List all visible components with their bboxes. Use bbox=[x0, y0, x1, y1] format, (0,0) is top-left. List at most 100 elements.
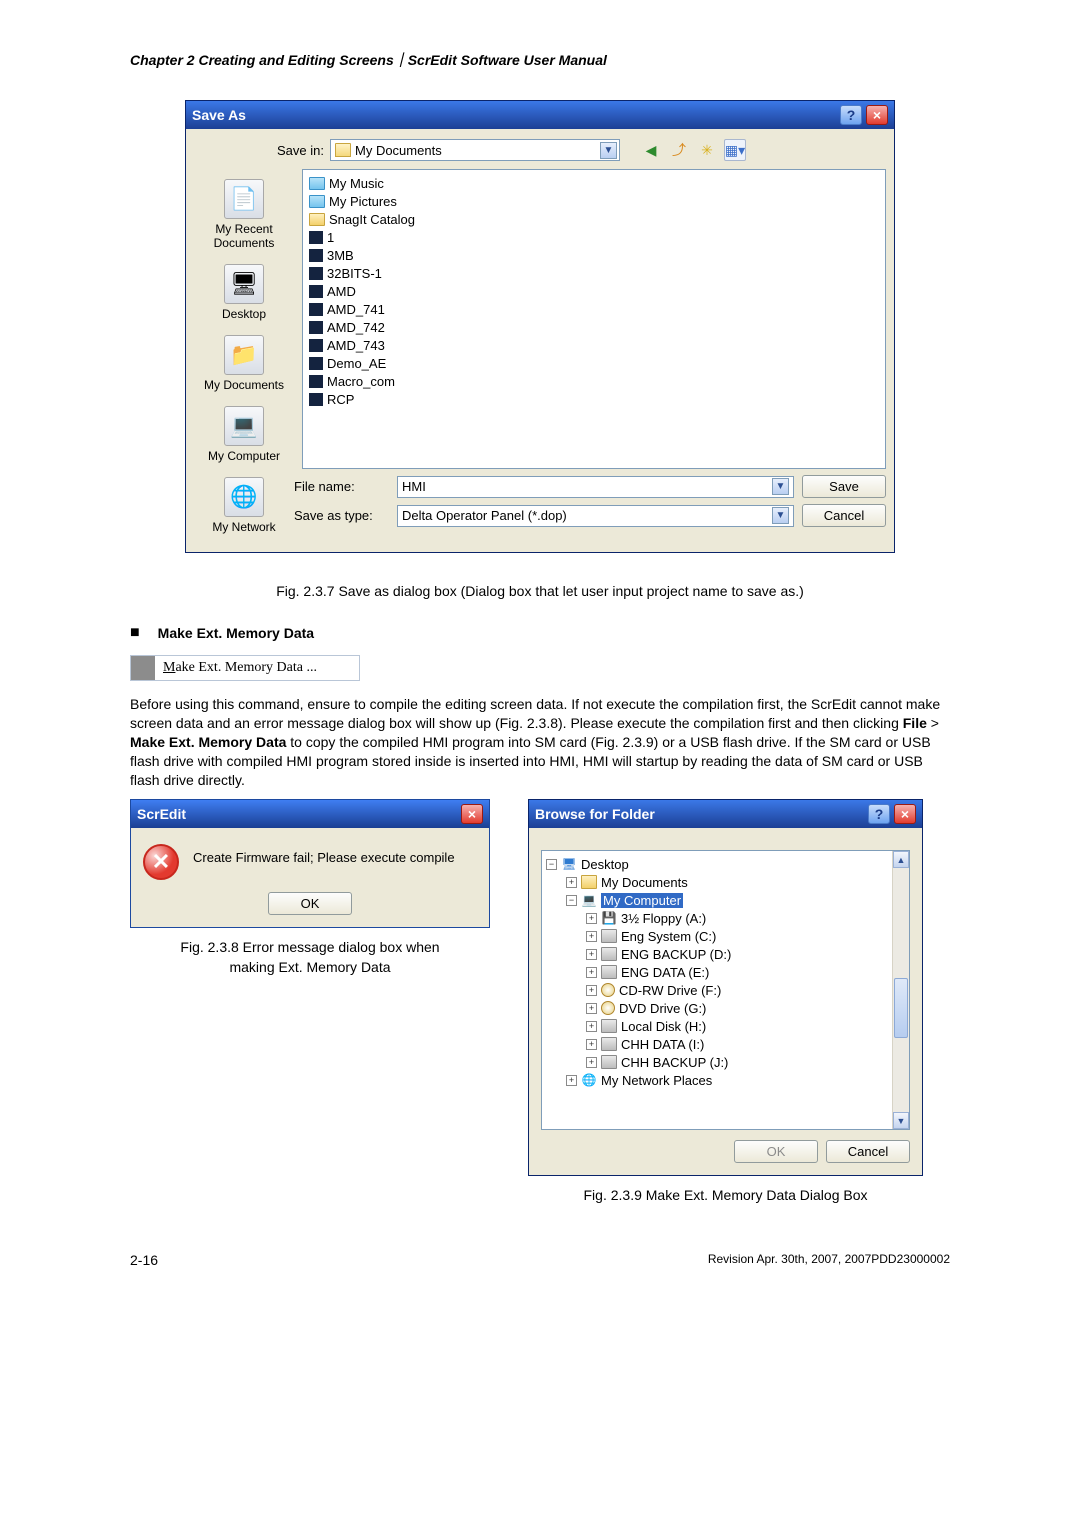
fig-238-caption-line1: Fig. 2.3.8 Error message dialog box when bbox=[180, 939, 439, 955]
disk-icon bbox=[601, 1037, 617, 1051]
folder-tree[interactable]: −🖥Desktop+My Documents−💻My Computer+💾3½ … bbox=[541, 850, 910, 1130]
collapse-icon[interactable]: − bbox=[566, 895, 577, 906]
expand-icon[interactable]: + bbox=[586, 1021, 597, 1032]
tree-node[interactable]: +DVD Drive (G:) bbox=[546, 999, 887, 1017]
help-button[interactable]: ? bbox=[868, 804, 890, 824]
file-item[interactable]: 3MB bbox=[309, 246, 879, 264]
view-menu-icon[interactable]: ▦▾ bbox=[724, 139, 746, 161]
places-item[interactable]: 🌐My Network bbox=[194, 471, 294, 542]
file-item[interactable]: AMD bbox=[309, 282, 879, 300]
saveastype-value: Delta Operator Panel (*.dop) bbox=[402, 508, 567, 523]
chevron-down-icon[interactable]: ▼ bbox=[772, 478, 789, 495]
network-icon: 🌐 bbox=[581, 1073, 597, 1087]
tree-node[interactable]: + Local Disk (H:) bbox=[546, 1017, 887, 1035]
saveastype-row: Save as type: Delta Operator Panel (*.do… bbox=[294, 504, 886, 527]
save-in-dropdown[interactable]: My Documents ▼ bbox=[330, 139, 620, 161]
dop-file-icon bbox=[309, 357, 323, 370]
expand-icon[interactable]: + bbox=[586, 985, 597, 996]
file-item[interactable]: AMD_742 bbox=[309, 318, 879, 336]
file-item[interactable]: AMD_741 bbox=[309, 300, 879, 318]
saveastype-label: Save as type: bbox=[294, 508, 389, 523]
tree-node[interactable]: +🌐My Network Places bbox=[546, 1071, 887, 1089]
expand-icon[interactable]: + bbox=[566, 877, 577, 888]
tree-node-label: Local Disk (H:) bbox=[621, 1019, 706, 1034]
tree-node[interactable]: −🖥Desktop bbox=[546, 855, 887, 873]
chevron-down-icon[interactable]: ▼ bbox=[600, 142, 617, 159]
file-item[interactable]: Demo_AE bbox=[309, 354, 879, 372]
places-item[interactable]: 💻My Computer bbox=[194, 400, 294, 471]
tree-node[interactable]: +My Documents bbox=[546, 873, 887, 891]
scroll-down-icon[interactable]: ▼ bbox=[893, 1112, 909, 1129]
file-item[interactable]: 32BITS-1 bbox=[309, 264, 879, 282]
file-item[interactable]: Macro_com bbox=[309, 372, 879, 390]
close-button[interactable]: × bbox=[866, 105, 888, 125]
scroll-up-icon[interactable]: ▲ bbox=[893, 851, 909, 868]
file-item-label: AMD_741 bbox=[327, 302, 385, 317]
filename-input[interactable]: HMI ▼ bbox=[397, 476, 794, 498]
expand-icon[interactable]: + bbox=[586, 931, 597, 942]
expand-icon[interactable]: + bbox=[566, 1075, 577, 1086]
tree-node-label: ENG DATA (E:) bbox=[621, 965, 709, 980]
folder-icon bbox=[309, 213, 325, 226]
expand-icon[interactable]: + bbox=[586, 1039, 597, 1050]
file-item[interactable]: SnagIt Catalog bbox=[309, 210, 879, 228]
expand-icon[interactable]: + bbox=[586, 1003, 597, 1014]
tree-node[interactable]: + ENG DATA (E:) bbox=[546, 963, 887, 981]
scrollbar[interactable]: ▲ ▼ bbox=[892, 851, 909, 1129]
back-icon[interactable]: ◀ bbox=[640, 139, 662, 161]
place-icon: 🌐 bbox=[224, 477, 264, 517]
file-item[interactable]: AMD_743 bbox=[309, 336, 879, 354]
new-folder-icon[interactable]: ✳ bbox=[696, 139, 718, 161]
tree-node[interactable]: +💾3½ Floppy (A:) bbox=[546, 909, 887, 927]
error-icon: ✕ bbox=[143, 844, 179, 880]
tree-node[interactable]: + CHH DATA (I:) bbox=[546, 1035, 887, 1053]
cancel-button[interactable]: Cancel bbox=[826, 1140, 910, 1163]
file-item[interactable]: My Music bbox=[309, 174, 879, 192]
expand-icon[interactable]: + bbox=[586, 967, 597, 978]
special-folder-icon bbox=[309, 195, 325, 208]
file-item-label: 1 bbox=[327, 230, 334, 245]
ok-button[interactable]: OK bbox=[268, 892, 352, 915]
cancel-button[interactable]: Cancel bbox=[802, 504, 886, 527]
disk-icon bbox=[601, 1055, 617, 1069]
close-button[interactable]: × bbox=[461, 804, 483, 824]
fig-237-caption: Fig. 2.3.7 Save as dialog box (Dialog bo… bbox=[130, 583, 950, 599]
expand-icon[interactable]: + bbox=[586, 913, 597, 924]
scroll-track[interactable] bbox=[893, 868, 909, 1112]
file-item[interactable]: My Pictures bbox=[309, 192, 879, 210]
expand-icon[interactable]: + bbox=[586, 1057, 597, 1068]
save-in-value: My Documents bbox=[355, 143, 442, 158]
tree-node[interactable]: +CHH BACKUP (J:) bbox=[546, 1053, 887, 1071]
save-as-body: Save in: My Documents ▼ ◀ ⤴ ✳ ▦▾ 📄My Rec… bbox=[186, 129, 894, 552]
tree-node[interactable]: +ENG BACKUP (D:) bbox=[546, 945, 887, 963]
tree-node[interactable]: + CD-RW Drive (F:) bbox=[546, 981, 887, 999]
tree-node[interactable]: +Eng System (C:) bbox=[546, 927, 887, 945]
file-item-label: AMD_742 bbox=[327, 320, 385, 335]
file-item[interactable]: 1 bbox=[309, 228, 879, 246]
tree-node-label: CD-RW Drive (F:) bbox=[619, 983, 721, 998]
bold-file: File bbox=[903, 715, 927, 731]
saveastype-dropdown[interactable]: Delta Operator Panel (*.dop) ▼ bbox=[397, 505, 794, 527]
disk-icon bbox=[601, 1019, 617, 1033]
expand-icon[interactable]: + bbox=[586, 949, 597, 960]
scroll-thumb[interactable] bbox=[894, 978, 908, 1038]
file-item[interactable]: RCP bbox=[309, 390, 879, 408]
places-item[interactable]: 🖥Desktop bbox=[194, 258, 294, 329]
file-list[interactable]: My MusicMy PicturesSnagIt Catalog 13MB32B… bbox=[302, 169, 886, 469]
places-item[interactable]: 📄My Recent Documents bbox=[194, 173, 294, 258]
places-item[interactable]: 📁My Documents bbox=[194, 329, 294, 400]
help-button[interactable]: ? bbox=[840, 105, 862, 125]
filename-value: HMI bbox=[402, 479, 426, 494]
collapse-icon[interactable]: − bbox=[546, 859, 557, 870]
page-footer: 2-16 Revision Apr. 30th, 2007, 2007PDD23… bbox=[130, 1252, 950, 1268]
save-button[interactable]: Save bbox=[802, 475, 886, 498]
chevron-down-icon[interactable]: ▼ bbox=[772, 507, 789, 524]
tree-node-label: CHH DATA (I:) bbox=[621, 1037, 704, 1052]
close-button[interactable]: × bbox=[894, 804, 916, 824]
ok-button[interactable]: OK bbox=[734, 1140, 818, 1163]
tree-node[interactable]: −💻My Computer bbox=[546, 891, 887, 909]
dop-file-icon bbox=[309, 267, 323, 280]
error-title: ScrEdit bbox=[137, 806, 457, 822]
section-heading-row: ■ Make Ext. Memory Data bbox=[130, 625, 950, 641]
up-folder-icon[interactable]: ⤴ bbox=[668, 139, 690, 161]
